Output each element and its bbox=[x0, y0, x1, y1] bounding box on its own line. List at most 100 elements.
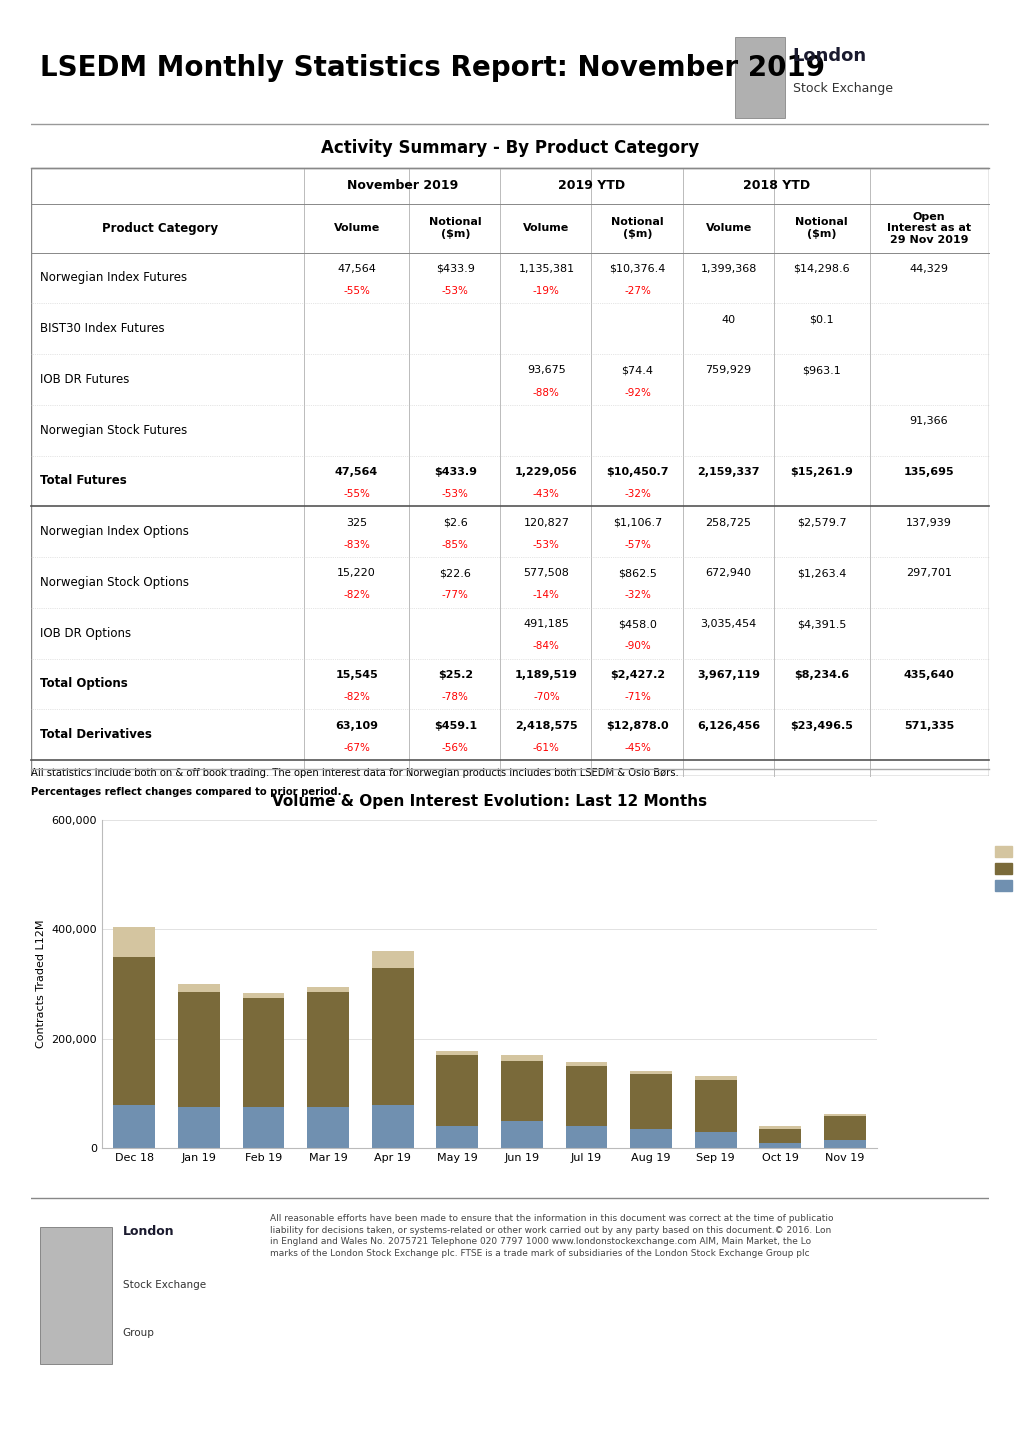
Text: $963.1: $963.1 bbox=[802, 365, 840, 375]
Text: -14%: -14% bbox=[533, 590, 559, 600]
Bar bbox=[694, 1076, 736, 1080]
Text: IOB DR Futures: IOB DR Futures bbox=[40, 373, 129, 386]
Bar bbox=[371, 1105, 414, 1148]
Text: $1,263.4: $1,263.4 bbox=[796, 568, 846, 578]
Text: 135,695: 135,695 bbox=[903, 467, 954, 477]
Text: Group: Group bbox=[122, 1328, 154, 1338]
Text: Total Futures: Total Futures bbox=[40, 474, 126, 487]
Text: -32%: -32% bbox=[624, 489, 650, 499]
Text: $25.2: $25.2 bbox=[437, 671, 473, 679]
Text: -43%: -43% bbox=[533, 489, 559, 499]
Bar bbox=[307, 986, 348, 992]
Text: -53%: -53% bbox=[441, 489, 469, 499]
Text: Product Category: Product Category bbox=[102, 222, 218, 235]
Text: 137,939: 137,939 bbox=[905, 518, 951, 528]
Text: Volume: Volume bbox=[523, 224, 569, 234]
Text: Notional
($m): Notional ($m) bbox=[610, 218, 663, 239]
Bar bbox=[823, 1116, 865, 1141]
Text: 672,940: 672,940 bbox=[705, 568, 751, 578]
Text: 435,640: 435,640 bbox=[903, 671, 954, 679]
Text: -78%: -78% bbox=[441, 692, 469, 702]
Text: $433.9: $433.9 bbox=[435, 264, 474, 274]
Text: $2,427.2: $2,427.2 bbox=[609, 671, 664, 679]
Text: Percentages reflect changes compared to prior period.: Percentages reflect changes compared to … bbox=[31, 787, 340, 797]
Text: $4,391.5: $4,391.5 bbox=[796, 619, 846, 629]
Text: $15,261.9: $15,261.9 bbox=[790, 467, 852, 477]
Legend: Norwegian Stock, Norwegian Index, IOB DR: Norwegian Stock, Norwegian Index, IOB DR bbox=[989, 842, 1019, 895]
Text: -84%: -84% bbox=[533, 642, 559, 652]
Bar bbox=[177, 992, 220, 1107]
Text: -55%: -55% bbox=[342, 286, 370, 296]
Text: $862.5: $862.5 bbox=[618, 568, 656, 578]
Text: -88%: -88% bbox=[533, 388, 559, 398]
Text: 15,545: 15,545 bbox=[335, 671, 378, 679]
Bar bbox=[565, 1066, 607, 1126]
Text: 3,967,119: 3,967,119 bbox=[696, 671, 759, 679]
Text: -61%: -61% bbox=[533, 743, 559, 753]
Bar bbox=[307, 1107, 348, 1148]
Text: Total Options: Total Options bbox=[40, 678, 127, 691]
Bar bbox=[307, 992, 348, 1107]
Bar bbox=[177, 983, 220, 992]
Bar bbox=[630, 1129, 672, 1148]
Text: 63,109: 63,109 bbox=[335, 721, 378, 731]
Text: -32%: -32% bbox=[624, 590, 650, 600]
Text: -27%: -27% bbox=[624, 286, 650, 296]
Text: BIST30 Index Futures: BIST30 Index Futures bbox=[40, 322, 165, 335]
Text: $2.6: $2.6 bbox=[442, 518, 468, 528]
Text: $458.0: $458.0 bbox=[618, 619, 656, 629]
Text: -83%: -83% bbox=[342, 539, 370, 549]
Bar bbox=[243, 998, 284, 1107]
Bar bbox=[436, 1051, 478, 1056]
Text: 325: 325 bbox=[345, 518, 367, 528]
Bar bbox=[40, 1227, 112, 1364]
Bar bbox=[177, 1107, 220, 1148]
Text: 1,399,368: 1,399,368 bbox=[700, 264, 756, 274]
Text: 6,126,456: 6,126,456 bbox=[696, 721, 759, 731]
Bar bbox=[500, 1061, 542, 1120]
Text: -71%: -71% bbox=[624, 692, 650, 702]
Text: 2,418,575: 2,418,575 bbox=[515, 721, 577, 731]
Text: -55%: -55% bbox=[342, 489, 370, 499]
Text: All statistics include both on & off book trading. The open interest data for No: All statistics include both on & off boo… bbox=[31, 769, 678, 777]
Text: -19%: -19% bbox=[533, 286, 559, 296]
Text: 47,564: 47,564 bbox=[334, 467, 378, 477]
Text: Stock Exchange: Stock Exchange bbox=[792, 82, 892, 95]
Text: Norwegian Stock Futures: Norwegian Stock Futures bbox=[40, 424, 187, 437]
Text: 15,220: 15,220 bbox=[337, 568, 376, 578]
Text: 759,929: 759,929 bbox=[705, 365, 751, 375]
Text: London: London bbox=[792, 48, 866, 65]
Text: Open
Interest as at
29 Nov 2019: Open Interest as at 29 Nov 2019 bbox=[887, 212, 970, 245]
Text: $74.4: $74.4 bbox=[621, 365, 653, 375]
Text: Total Derivatives: Total Derivatives bbox=[40, 728, 152, 741]
Text: 47,564: 47,564 bbox=[337, 264, 376, 274]
Text: 3,035,454: 3,035,454 bbox=[700, 619, 756, 629]
Bar bbox=[371, 968, 414, 1105]
Text: 2,159,337: 2,159,337 bbox=[697, 467, 759, 477]
Bar bbox=[371, 952, 414, 968]
Text: LSEDM Monthly Statistics Report: November 2019: LSEDM Monthly Statistics Report: Novembe… bbox=[40, 53, 824, 82]
Text: London: London bbox=[122, 1226, 174, 1239]
Text: -57%: -57% bbox=[624, 539, 650, 549]
Bar bbox=[243, 992, 284, 998]
Text: -67%: -67% bbox=[342, 743, 370, 753]
Text: 491,185: 491,185 bbox=[523, 619, 569, 629]
Text: -82%: -82% bbox=[342, 692, 370, 702]
Text: 2019 YTD: 2019 YTD bbox=[557, 179, 625, 192]
Text: $459.1: $459.1 bbox=[433, 721, 477, 731]
Text: Norwegian Index Options: Norwegian Index Options bbox=[40, 525, 189, 538]
Text: 258,725: 258,725 bbox=[705, 518, 751, 528]
Text: Norwegian Index Futures: Norwegian Index Futures bbox=[40, 271, 187, 284]
Bar bbox=[500, 1056, 542, 1061]
Bar bbox=[565, 1126, 607, 1148]
Text: 1,229,056: 1,229,056 bbox=[515, 467, 577, 477]
Text: 571,335: 571,335 bbox=[903, 721, 953, 731]
Bar bbox=[630, 1070, 672, 1074]
Text: $0.1: $0.1 bbox=[808, 314, 834, 324]
Text: 1,189,519: 1,189,519 bbox=[515, 671, 578, 679]
Text: -70%: -70% bbox=[533, 692, 559, 702]
Text: 91,366: 91,366 bbox=[909, 417, 948, 427]
Bar bbox=[243, 1107, 284, 1148]
Text: $2,579.7: $2,579.7 bbox=[796, 518, 846, 528]
Text: All reasonable efforts have been made to ensure that the information in this doc: All reasonable efforts have been made to… bbox=[270, 1214, 833, 1259]
